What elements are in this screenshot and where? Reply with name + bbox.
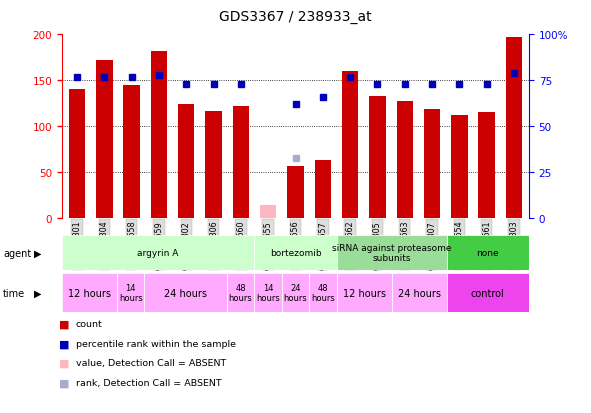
Bar [282, 274, 309, 312]
Text: 48
hours: 48 hours [311, 283, 335, 302]
Text: siRNA against proteasome
subunits: siRNA against proteasome subunits [332, 243, 452, 263]
Bar [144, 274, 227, 312]
Bar [314, 161, 331, 219]
Text: count: count [76, 320, 102, 329]
Bar [424, 109, 440, 219]
Text: 24 hours: 24 hours [398, 288, 440, 298]
Bar [447, 274, 529, 312]
Text: agent: agent [3, 248, 31, 258]
Bar [227, 274, 254, 312]
Text: ■: ■ [59, 319, 70, 329]
Bar [309, 274, 337, 312]
Text: bortezomib: bortezomib [269, 249, 322, 257]
Bar [397, 101, 413, 219]
Text: 48
hours: 48 hours [229, 283, 252, 302]
Bar [254, 274, 282, 312]
Text: control: control [471, 288, 505, 298]
Bar [62, 274, 117, 312]
Text: 24
hours: 24 hours [284, 283, 307, 302]
Bar [206, 112, 222, 219]
Text: ▶: ▶ [34, 248, 42, 258]
Text: ■: ■ [59, 377, 70, 387]
Bar [96, 61, 112, 219]
Bar [62, 235, 254, 271]
Bar [506, 38, 522, 219]
Text: GDS3367 / 238933_at: GDS3367 / 238933_at [219, 10, 372, 24]
Bar [233, 107, 249, 219]
Bar [479, 113, 495, 219]
Bar [178, 105, 194, 219]
Bar [254, 235, 337, 271]
Text: ■: ■ [59, 358, 70, 368]
Bar [260, 205, 277, 219]
Bar [124, 85, 140, 219]
Bar [369, 97, 385, 219]
Bar [447, 235, 529, 271]
Bar [287, 166, 304, 219]
Bar [337, 274, 392, 312]
Text: 14
hours: 14 hours [256, 283, 280, 302]
Text: 12 hours: 12 hours [68, 288, 111, 298]
Bar [69, 90, 85, 219]
Bar [392, 274, 447, 312]
Text: percentile rank within the sample: percentile rank within the sample [76, 339, 236, 348]
Text: ▶: ▶ [34, 288, 42, 298]
Text: 12 hours: 12 hours [343, 288, 386, 298]
Bar [451, 116, 467, 219]
Text: time: time [3, 288, 25, 298]
Text: value, Detection Call = ABSENT: value, Detection Call = ABSENT [76, 358, 226, 368]
Text: 14
hours: 14 hours [119, 283, 142, 302]
Text: none: none [476, 249, 499, 257]
Text: rank, Detection Call = ABSENT: rank, Detection Call = ABSENT [76, 378, 221, 387]
Bar [337, 235, 447, 271]
Bar [117, 274, 144, 312]
Bar [342, 72, 358, 219]
Text: argyrin A: argyrin A [138, 249, 179, 257]
Text: ■: ■ [59, 339, 70, 349]
Bar [151, 52, 167, 219]
Text: 24 hours: 24 hours [164, 288, 207, 298]
